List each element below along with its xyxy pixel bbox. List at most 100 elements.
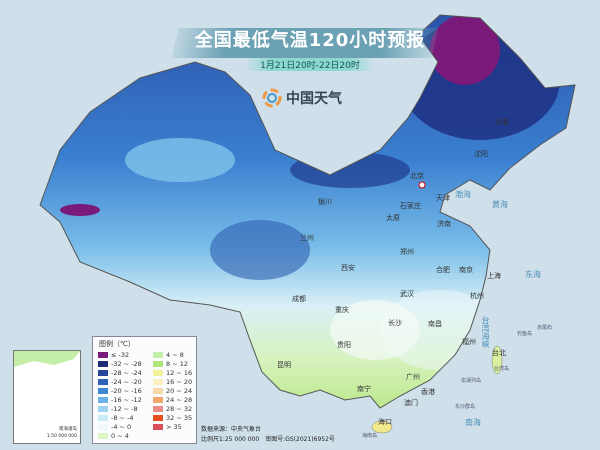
city-label: 南宁	[357, 385, 371, 393]
sea-label: 南海	[465, 418, 481, 427]
page-title: 全国最低气温120小时预报	[194, 30, 426, 51]
city-label: 沈阳	[474, 150, 488, 158]
city-label: 杭州	[470, 292, 484, 300]
city-label: 广州	[406, 373, 420, 381]
legend-label: -4 ~ 0	[111, 423, 132, 431]
city-label: 长春	[495, 118, 509, 126]
city-label: 贵阳	[337, 341, 351, 349]
city-label: 郑州	[400, 248, 414, 256]
legend-label: -20 ~ -16	[111, 387, 142, 395]
city-label: 兰州	[300, 234, 314, 242]
legend-item: -4 ~ 0	[98, 423, 131, 431]
legend-item: ≤ -32	[98, 351, 129, 359]
city-label: 石家庄	[400, 202, 421, 210]
legend-item: 20 ~ 24	[153, 387, 192, 395]
city-label: 上海	[487, 272, 501, 280]
legend-label: -8 ~ -4	[111, 414, 134, 422]
legend-label: 28 ~ 32	[166, 405, 193, 413]
data-source: 数据来源：中央气象台	[201, 426, 262, 433]
city-label: 济南	[437, 220, 451, 228]
city-label: 合肥	[436, 266, 450, 274]
sea-label: 东海	[525, 270, 541, 279]
legend-swatch	[153, 397, 163, 403]
legend-swatch	[153, 352, 163, 358]
legend-label: 32 ~ 35	[166, 414, 193, 422]
legend-item: 12 ~ 16	[153, 369, 192, 377]
legend-label: 4 ~ 8	[166, 351, 184, 359]
island-label: 赤尾屿	[537, 325, 553, 331]
time-range: 1月21日20时-22日20时	[245, 58, 375, 71]
legend-swatch	[98, 370, 108, 376]
sea-label: 台湾海峡	[481, 316, 490, 348]
city-label: 武汉	[400, 290, 414, 298]
legend-item: -28 ~ -24	[98, 369, 142, 377]
legend-swatch	[153, 379, 163, 385]
legend-swatch	[153, 415, 163, 421]
legend-swatch	[98, 397, 108, 403]
island-label: 钓鱼岛	[517, 331, 533, 337]
sea-label: 渤海	[455, 190, 471, 199]
city-label: 西安	[341, 264, 355, 272]
inset-title: 南海诸岛	[59, 427, 77, 432]
legend-swatch	[98, 406, 108, 412]
city-label: 香港	[421, 388, 435, 396]
island-label: 海南岛	[362, 433, 378, 439]
sea-label: 黄海	[492, 200, 508, 209]
legend-item: 0 ~ 4	[98, 432, 129, 440]
legend-item: 16 ~ 20	[153, 378, 192, 386]
legend-label: 12 ~ 16	[166, 369, 193, 377]
legend-label: > 35	[166, 423, 182, 431]
legend-label: 8 ~ 12	[166, 360, 188, 368]
legend-label: 24 ~ 28	[166, 396, 193, 404]
legend-label: -32 ~ -28	[111, 360, 142, 368]
legend-label: 16 ~ 20	[166, 378, 193, 386]
legend-swatch	[153, 388, 163, 394]
city-label: 昆明	[277, 361, 291, 369]
city-label: 太原	[386, 214, 400, 222]
legend-item: > 35	[153, 423, 182, 431]
city-label: 银川	[318, 198, 332, 206]
island-label: 澎湖列岛	[461, 378, 482, 384]
legend-swatch	[98, 433, 108, 439]
city-label: 澳门	[404, 399, 418, 407]
city-label: 海口	[378, 418, 392, 426]
legend-item: -8 ~ -4	[98, 414, 134, 422]
legend-swatch	[98, 379, 108, 385]
legend-swatch	[98, 388, 108, 394]
legend-swatch	[153, 406, 163, 412]
legend-label: 0 ~ 4	[111, 432, 129, 440]
legend-item: 8 ~ 12	[153, 360, 188, 368]
legend-label: ≤ -32	[111, 351, 130, 359]
legend-item: -32 ~ -28	[98, 360, 142, 368]
legend-item: 24 ~ 28	[153, 396, 192, 404]
legend-swatch	[98, 352, 108, 358]
island-label: 东沙群岛	[455, 404, 476, 410]
city-label: 天津	[436, 194, 450, 202]
city-label: 成都	[292, 295, 306, 303]
legend-swatch	[153, 424, 163, 430]
legend-label: -12 ~ -8	[111, 405, 138, 413]
legend-item: -24 ~ -20	[98, 378, 142, 386]
legend-label: -16 ~ -12	[111, 396, 142, 404]
legend-item: -16 ~ -12	[98, 396, 142, 404]
legend-swatch	[98, 415, 108, 421]
legend-swatch	[153, 370, 163, 376]
legend-item: 32 ~ 35	[153, 414, 192, 422]
island-label: 台湾岛	[494, 366, 510, 372]
south-china-sea-inset: 南海诸岛 1:50 000 000	[13, 350, 81, 444]
city-label: 南昌	[428, 320, 442, 328]
map-scale: 比例尺1:25 000 000 审图号:GS(2021)6952号	[201, 436, 335, 443]
legend-label: -28 ~ -24	[111, 369, 142, 377]
city-label: 重庆	[335, 306, 349, 314]
legend-label: -24 ~ -20	[111, 378, 142, 386]
legend-item: -12 ~ -8	[98, 405, 138, 413]
legend-swatch	[98, 361, 108, 367]
logo: 中国天气	[262, 88, 342, 108]
legend-item: 28 ~ 32	[153, 405, 192, 413]
logo-text: 中国天气	[286, 91, 342, 107]
map-footer: 数据来源：中央气象台 比例尺1:25 000 000 审图号:GS(2021)6…	[201, 425, 335, 445]
city-label: 南京	[459, 266, 473, 274]
swirl-logo-icon	[262, 88, 282, 108]
legend-item: 4 ~ 8	[153, 351, 184, 359]
legend: 图例（℃） ≤ -32 -32 ~ -28 -28 ~ -24 -24 ~ -20 -2…	[92, 336, 197, 444]
